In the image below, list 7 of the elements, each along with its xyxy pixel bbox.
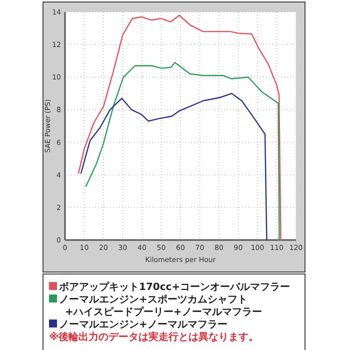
legend-label: ノーマルエンジン+スポーツカムシャフト+ハイスピードプーリー+ノーマルマフラー [59,294,262,318]
legend-label: ノーマルエンジン+ノーマルマフラー [59,320,228,330]
line-series [78,14,282,241]
line-series [85,62,280,241]
line-series [80,92,268,241]
legend-label: ボアアップキット170cc+コーンオーバルマフラー [58,281,290,293]
text: ※後輪出力のデータは実走行とは異なります。 [49,331,259,343]
